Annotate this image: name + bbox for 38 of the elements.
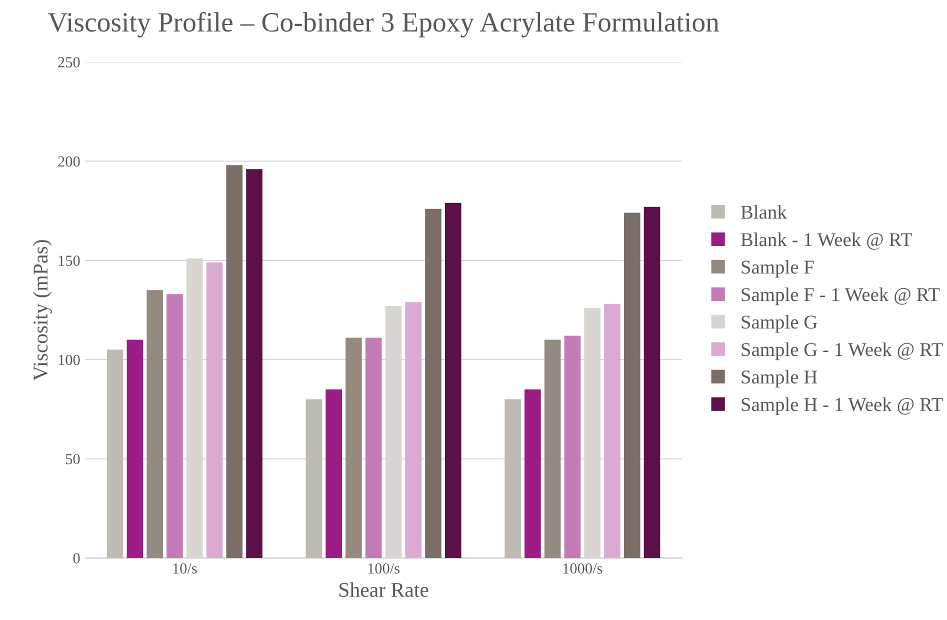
bar	[126, 340, 144, 558]
x-tick-label: 100/s	[368, 563, 400, 574]
bar	[524, 389, 541, 558]
chart-title: Viscosity Profile – Co-binder 3 Epoxy Acrylate Formulation	[48, 12, 720, 38]
legend-label: Sample H	[742, 370, 818, 388]
bar	[166, 294, 183, 558]
y-axis-title: Viscosity (mPas)	[32, 240, 52, 381]
x-tick-label: 1000/s	[563, 563, 602, 574]
legend-label: Blank - 1 Week @ RT	[741, 232, 912, 250]
bar	[564, 336, 581, 558]
bar	[624, 212, 640, 558]
y-tick-label: 50	[66, 454, 80, 464]
bar	[246, 169, 262, 558]
bar	[326, 389, 342, 558]
bar	[444, 202, 462, 558]
bar	[425, 208, 442, 558]
y-tick-label: 0	[73, 553, 80, 564]
bar	[226, 165, 243, 558]
legend-label: Sample H - 1 Week @ RT	[742, 397, 943, 416]
legend-label: Sample F - 1 Week @ RT	[742, 288, 940, 306]
legend-label: Sample G	[742, 314, 818, 333]
y-tick-label: 250	[58, 57, 80, 68]
bar	[146, 290, 163, 558]
legend-label: Sample F	[742, 260, 814, 278]
bar	[365, 338, 382, 558]
legend-label: Blank	[741, 205, 787, 219]
bar	[405, 302, 422, 558]
bar	[604, 304, 620, 558]
bar	[206, 262, 223, 558]
x-tick-label: 10/s	[173, 563, 197, 574]
y-tick-label: 100	[58, 354, 80, 366]
legend-label: Sample G - 1 Week @ RT	[742, 342, 943, 360]
bar	[346, 338, 362, 558]
x-axis-title: Shear Rate	[340, 582, 428, 597]
bar	[544, 340, 561, 558]
y-tick-label: 200	[58, 156, 80, 167]
y-tick-label: 150	[58, 256, 80, 266]
bar	[644, 206, 660, 558]
